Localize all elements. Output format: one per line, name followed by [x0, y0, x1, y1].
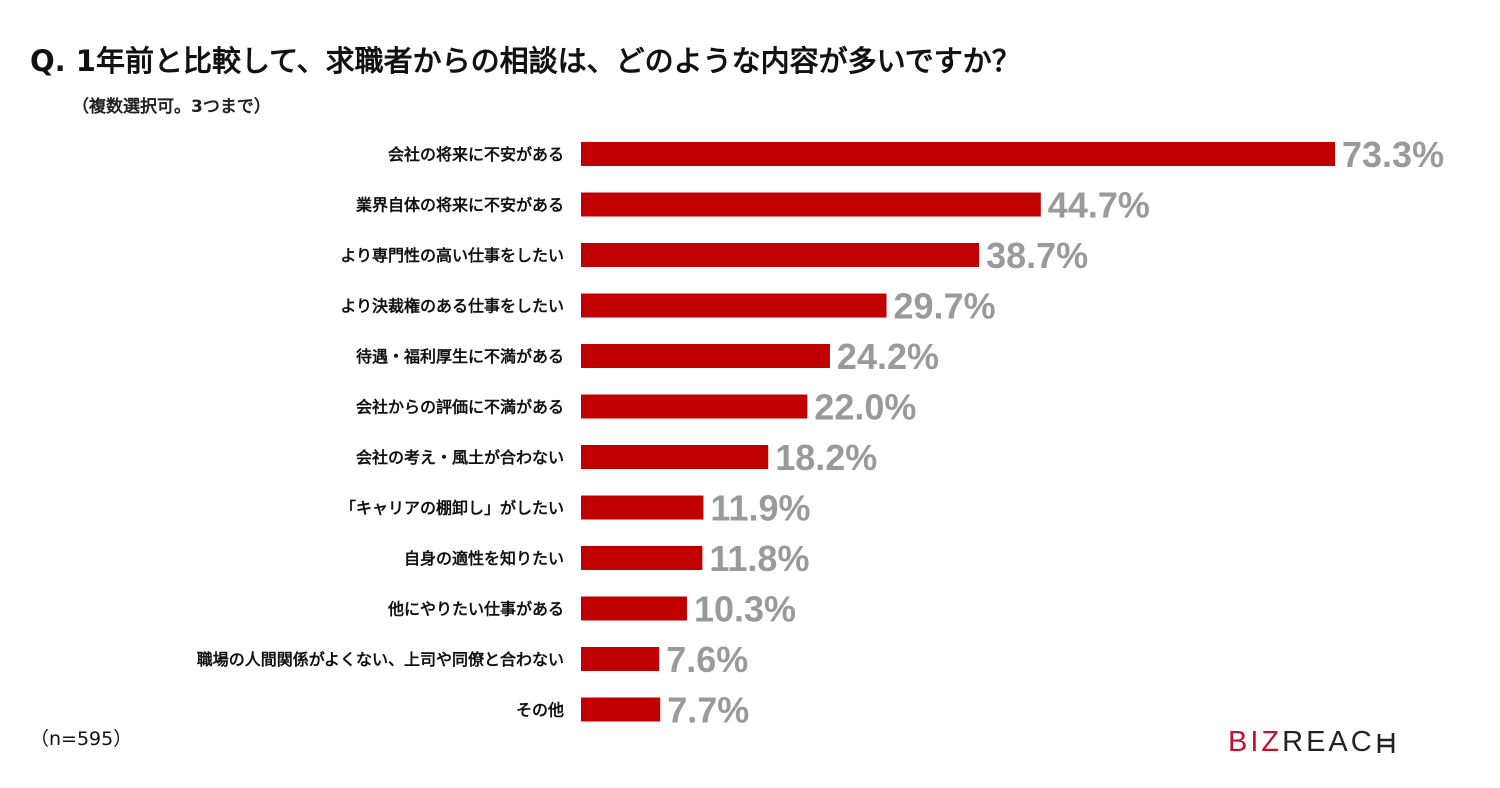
category-label: より専門性の高い仕事をしたい — [340, 246, 564, 265]
value-label: 18.2% — [775, 437, 877, 478]
value-label: 29.7% — [894, 286, 996, 327]
value-label: 7.6% — [666, 639, 748, 680]
category-label: 「キャリアの棚卸し」がしたい — [340, 499, 564, 518]
category-label: 他にやりたい仕事がある — [387, 600, 564, 619]
bar — [581, 697, 661, 722]
bar — [581, 142, 1335, 166]
bar — [581, 394, 808, 419]
category-label: その他 — [516, 701, 564, 720]
bar — [581, 344, 830, 368]
value-label: 44.7% — [1048, 185, 1150, 226]
value-label: 22.0% — [814, 387, 916, 428]
bar — [581, 647, 660, 671]
bizreach-logo: BIZ REAC — [1228, 726, 1395, 759]
value-label: 11.8% — [709, 538, 809, 579]
category-label: 自身の適性を知りたい — [404, 549, 564, 568]
bar — [581, 293, 887, 318]
chart-subtitle: （複数選択可。3つまで） — [72, 97, 271, 117]
sample-size-note: （n=595） — [30, 728, 133, 750]
category-label: 職場の人間関係がよくない、上司や同僚と合わない — [197, 650, 564, 669]
chart-title: Q. 1年前と比較して、求職者からの相談は、どのような内容が多いですか？ — [30, 44, 1021, 78]
value-label: 38.7% — [986, 235, 1088, 276]
category-label: 待遇・福利厚生に不満がある — [356, 347, 564, 366]
category-label: 業界自体の将来に不安がある — [355, 196, 564, 215]
value-label: 7.7% — [667, 690, 749, 731]
value-label: 73.3% — [1342, 134, 1444, 175]
logo-accent-text: BIZ — [1228, 726, 1283, 758]
logo-h-mark-icon — [1377, 732, 1395, 753]
value-label: 11.9% — [710, 488, 810, 529]
bar — [581, 596, 687, 621]
category-label: 会社からの評価に不満がある — [356, 398, 564, 417]
bar — [581, 546, 703, 570]
bar — [581, 192, 1041, 217]
bar — [581, 243, 980, 267]
bar — [581, 445, 769, 469]
category-label: 会社の考え・風土が合わない — [356, 448, 564, 467]
logo-rest-text: REAC — [1282, 726, 1375, 758]
category-label: より決裁権のある仕事をしたい — [340, 297, 564, 316]
value-label: 24.2% — [837, 336, 939, 377]
bar — [581, 495, 704, 520]
category-label: 会社の将来に不安がある — [388, 145, 564, 164]
value-label: 10.3% — [694, 589, 796, 630]
